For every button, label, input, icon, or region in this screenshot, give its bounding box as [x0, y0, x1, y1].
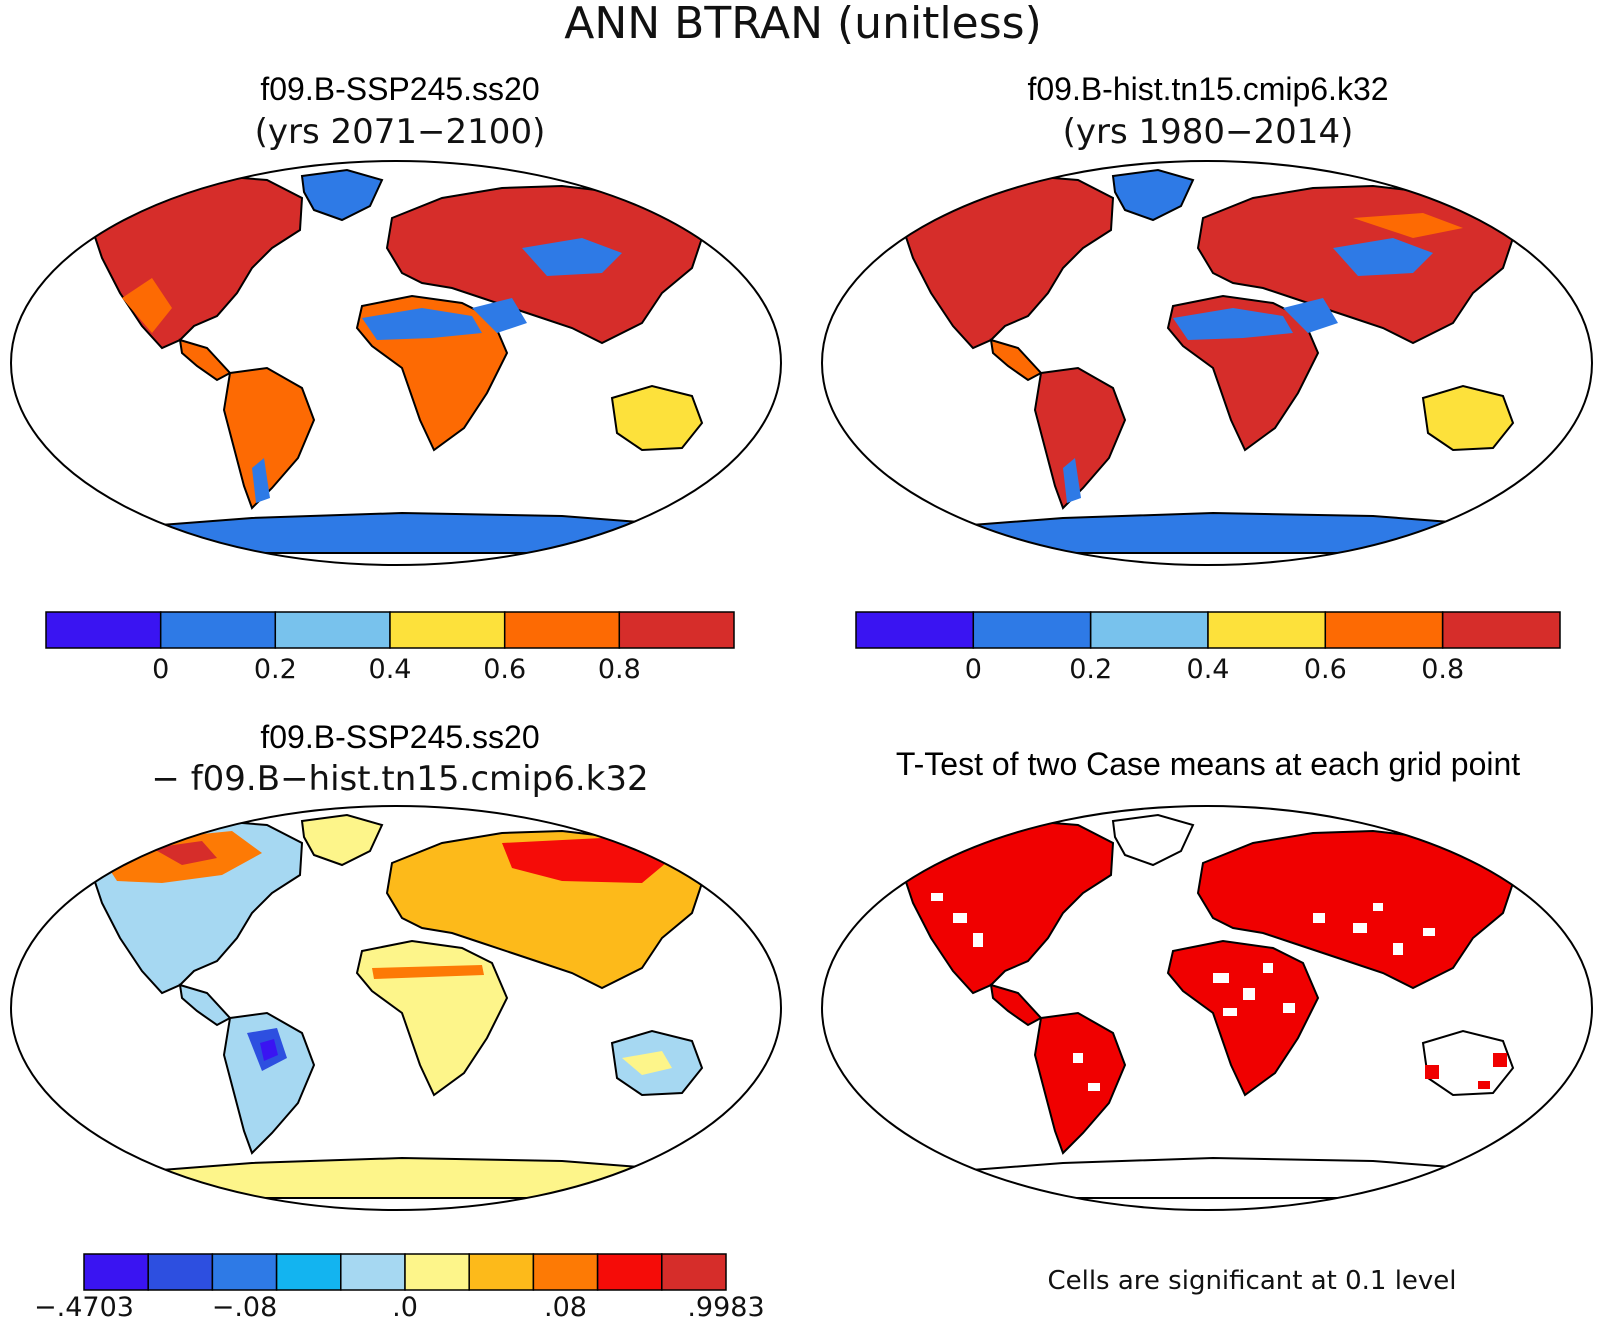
colorbar-tick-label: 0.2 [254, 654, 297, 685]
colorbar-box [274, 611, 391, 649]
colorbar-box [340, 1253, 406, 1291]
colorbar-tick-label: 0.4 [1187, 654, 1230, 685]
colorbar-ticks-diff: −.4703 −.08 .0 .08 .9983 [34, 1292, 765, 1323]
field-patches-case1 [122, 238, 622, 503]
colorbar-box [618, 611, 735, 649]
colorbar-box [404, 1253, 470, 1291]
significant-cells-australia [1425, 1053, 1507, 1089]
colorbar-box [503, 611, 621, 649]
colorbar-box [1441, 611, 1561, 649]
panel-case1-title: f09.B-SSP245.ss20 [260, 71, 539, 107]
colorbar-tick-label: −.4703 [34, 1292, 134, 1323]
colorbar-box [596, 1253, 663, 1291]
colorbar-box [1324, 611, 1444, 649]
land-case1 [31, 169, 763, 554]
significance-note: Cells are significant at 0.1 level [1047, 1266, 1456, 1296]
colorbar-box [45, 611, 162, 649]
colorbar-box [211, 1253, 278, 1291]
colorbar-tick-label: .0 [392, 1292, 418, 1323]
colorbar-tick-label: 0.8 [598, 654, 641, 685]
colorbar-boxes-case1 [45, 611, 735, 649]
colorbar-ticks-case1: 0 0.2 0.4 0.6 0.8 [152, 654, 641, 685]
map-case2 [821, 160, 1593, 566]
colorbar-tick-label: 0 [152, 654, 169, 685]
colorbar-tick-label: 0.6 [483, 654, 526, 685]
colorbar-box [159, 611, 277, 649]
panel-case2: f09.B-hist.tn15.cmip6.k32 (yrs 1980−2014… [821, 71, 1593, 685]
colorbar-ticks-case2: 0 0.2 0.4 0.6 0.8 [965, 654, 1464, 685]
panel-ttest: T-Test of two Case means at each grid po… [821, 746, 1593, 1296]
colorbar-box [275, 1253, 342, 1291]
colorbar-case2: 0 0.2 0.4 0.6 0.8 [855, 611, 1561, 685]
colorbar-tick-label: 0.2 [1069, 654, 1112, 685]
map-diff [10, 805, 782, 1211]
panel-case1-subtitle: (yrs 2071−2100) [255, 112, 546, 152]
map-case1 [10, 160, 782, 566]
field-patches-diff [102, 831, 672, 1075]
colorbar-tick-label: 0.4 [369, 654, 412, 685]
nonsignificant-cells [931, 893, 1435, 1091]
colorbar-boxes-case2 [855, 611, 1561, 649]
colorbar-box [855, 611, 975, 649]
map-border-ttest [821, 805, 1593, 1211]
panel-case2-title: f09.B-hist.tn15.cmip6.k32 [1027, 71, 1388, 107]
colorbar-box [468, 1253, 535, 1291]
map-border-case1 [10, 160, 782, 566]
colorbar-tick-label: −.08 [212, 1292, 278, 1323]
colorbar-diff: −.4703 −.08 .0 .08 .9983 [34, 1253, 765, 1323]
panel-diff-subtitle: − f09.B−hist.tn15.cmip6.k32 [151, 759, 648, 799]
land-case2 [842, 169, 1574, 554]
colorbar-tick-label: .9983 [687, 1292, 764, 1323]
colorbar-boxes-diff [83, 1253, 727, 1291]
colorbar-box [1089, 611, 1209, 649]
colorbar-box [83, 1253, 149, 1291]
colorbar-box [389, 611, 506, 649]
map-border-case2 [821, 160, 1593, 566]
field-patches-case2 [1063, 213, 1463, 503]
colorbar-tick-label: 0 [965, 654, 982, 685]
map-border-diff [10, 805, 782, 1211]
colorbar-tick-label: .08 [544, 1292, 587, 1323]
colorbar-box [1207, 611, 1327, 649]
panel-case1: f09.B-SSP245.ss20 (yrs 2071−2100) [10, 71, 782, 685]
colorbar-box [661, 1253, 727, 1291]
panel-ttest-title: T-Test of two Case means at each grid po… [896, 746, 1520, 782]
panel-diff: f09.B-SSP245.ss20 − f09.B−hist.tn15.cmip… [10, 719, 782, 1323]
colorbar-box [147, 1253, 214, 1291]
colorbar-tick-label: 0.8 [1421, 654, 1464, 685]
colorbar-tick-label: 0.6 [1304, 654, 1347, 685]
colorbar-box [972, 611, 1092, 649]
map-ttest [821, 805, 1593, 1211]
figure-title: ANN BTRAN (unitless) [564, 0, 1042, 49]
land-ttest [842, 814, 1574, 1199]
panel-diff-title: f09.B-SSP245.ss20 [260, 719, 539, 755]
panel-case2-subtitle: (yrs 1980−2014) [1063, 112, 1354, 152]
colorbar-box [532, 1253, 599, 1291]
colorbar-case1: 0 0.2 0.4 0.6 0.8 [45, 611, 735, 685]
